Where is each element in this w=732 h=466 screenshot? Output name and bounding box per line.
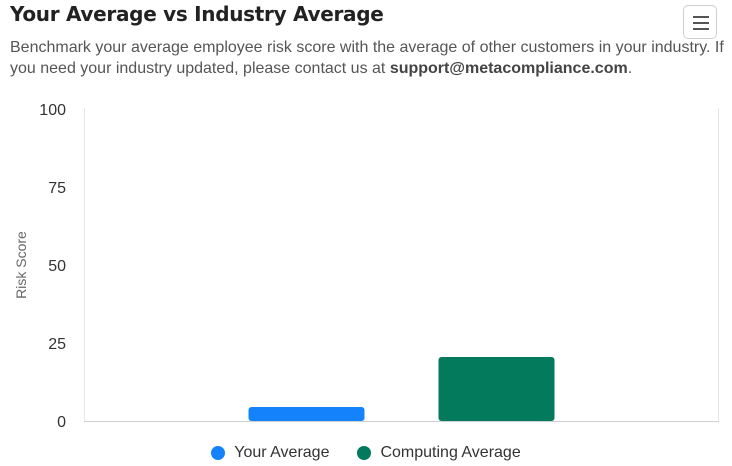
legend-item[interactable]: Your Average xyxy=(211,444,329,462)
y-tick-label: 100 xyxy=(39,102,66,119)
description-text: Benchmark your average employee risk sco… xyxy=(10,39,724,77)
y-tick-label: 25 xyxy=(48,336,66,353)
legend-label: Computing Average xyxy=(380,444,521,461)
chart-legend: Your Average Computing Average xyxy=(0,444,732,462)
legend-marker xyxy=(211,446,226,460)
chart-description: Benchmark your average employee risk sco… xyxy=(10,37,725,79)
support-email: support@metacompliance.com xyxy=(389,60,628,77)
legend-label: Your Average xyxy=(234,444,330,461)
description-suffix: . xyxy=(627,60,633,77)
hamburger-menu-icon xyxy=(693,16,709,18)
y-tick-label: 0 xyxy=(57,414,66,431)
chart-title: Your Average vs Industry Average xyxy=(10,2,384,26)
legend-marker xyxy=(357,446,372,460)
y-tick-label: 75 xyxy=(48,180,66,197)
y-tick-label: 50 xyxy=(48,258,66,275)
y-axis-label: Risk Score xyxy=(13,231,29,299)
chart-menu-button[interactable] xyxy=(683,5,717,39)
bar-computing-average[interactable] xyxy=(438,357,555,421)
bar-your-average[interactable] xyxy=(248,406,365,421)
hamburger-menu-icon-bar xyxy=(693,22,709,24)
legend-item[interactable]: Computing Average xyxy=(357,444,521,462)
bar-chart: Risk Score 0 25 50 75 100 xyxy=(13,102,719,431)
hamburger-menu-icon-bar xyxy=(693,28,709,30)
